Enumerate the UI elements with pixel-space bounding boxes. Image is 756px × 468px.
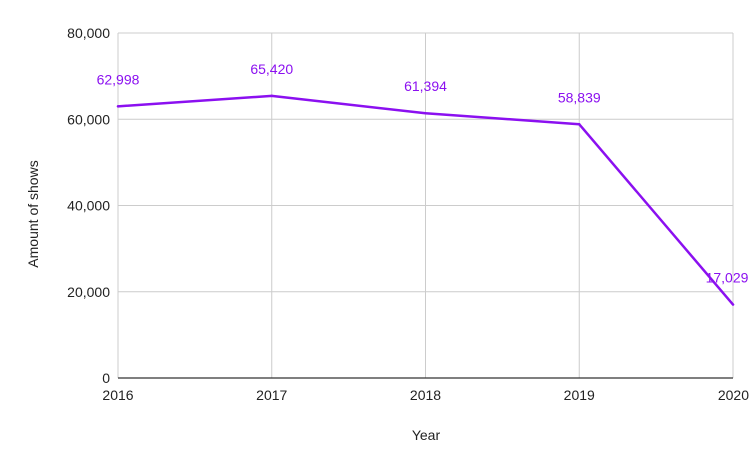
label-layer: 62,998 65,420 61,394 58,839 17,029 (97, 61, 749, 286)
axis-layer: 0 20,000 40,000 60,000 80,000 2016 2017 2018 201… (67, 25, 749, 403)
data-point (578, 123, 581, 126)
data-point (731, 303, 735, 306)
y-axis-title: Amount of shows (25, 160, 41, 267)
series-layer (116, 94, 735, 306)
y-tick-label: 80,000 (67, 25, 110, 41)
y-tick-label: 0 (102, 370, 110, 386)
data-label: 58,839 (558, 89, 601, 105)
x-tick-label: 2017 (256, 387, 287, 403)
x-tick-label: 2019 (564, 387, 595, 403)
y-tick-label: 20,000 (67, 284, 110, 300)
x-tick-label: 2020 (718, 387, 749, 403)
x-axis-title: Year (412, 427, 441, 443)
data-label: 62,998 (97, 71, 140, 87)
grid-layer (117, 32, 734, 378)
data-point (424, 112, 427, 115)
data-label: 17,029 (706, 270, 749, 286)
x-tick-label: 2016 (102, 387, 133, 403)
data-point (270, 94, 273, 98)
data-point (116, 105, 120, 108)
x-tick-label: 2018 (410, 387, 441, 403)
data-label: 65,420 (250, 61, 293, 77)
y-tick-label: 40,000 (67, 198, 110, 214)
y-tick-label: 60,000 (67, 111, 110, 127)
data-label: 61,394 (404, 78, 447, 94)
